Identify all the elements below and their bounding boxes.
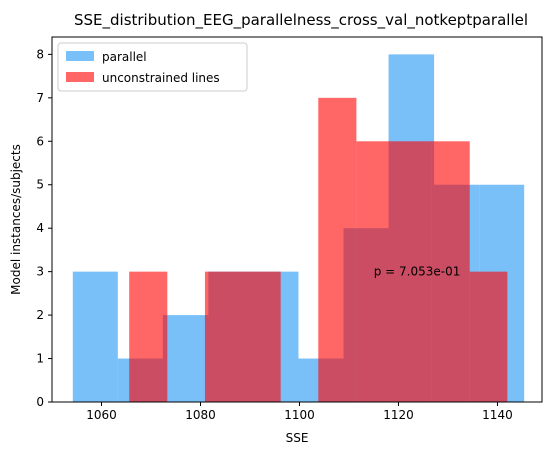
bar-unconstrained-lines-8 <box>394 141 432 403</box>
x-axis-label: SSE <box>286 431 309 445</box>
bars-group <box>72 54 525 403</box>
legend: parallel unconstrained lines <box>57 42 248 92</box>
legend-label-parallel: parallel <box>102 50 147 64</box>
bar-unconstrained-lines-3 <box>204 271 244 402</box>
bar-unconstrained-lines-7 <box>356 141 395 403</box>
y-tick-label: 4 <box>36 221 44 235</box>
x-tick-label: 1120 <box>383 408 414 422</box>
legend-label-unconstrained-lines: unconstrained lines <box>102 71 220 85</box>
p-value-annotation: p = 7.053e-01 <box>374 265 461 279</box>
legend-swatch-parallel <box>66 51 94 61</box>
legend-swatch-unconstrained-lines <box>66 72 94 82</box>
chart-title: SSE_distribution_EEG_parallelness_cross_… <box>74 11 528 30</box>
x-tick-label: 1100 <box>284 408 315 422</box>
y-tick-label: 6 <box>36 134 44 148</box>
bar-unconstrained-lines-6 <box>318 97 357 402</box>
y-tick-label: 8 <box>36 47 44 61</box>
y-tick-label: 7 <box>36 91 44 105</box>
plot-frame <box>51 36 543 403</box>
bar-unconstrained-lines-10 <box>469 271 508 402</box>
bar-unconstrained-lines-9 <box>431 141 470 403</box>
bar-parallel-2 <box>162 315 209 402</box>
y-axis-label: Model instances/subjects <box>9 144 23 295</box>
y-tick-label: 2 <box>36 308 44 322</box>
y-tick-label: 1 <box>36 352 44 366</box>
x-tick-label: 1140 <box>482 408 513 422</box>
x-axis: 1060 1080 1100 1120 1140 <box>86 402 513 422</box>
bar-parallel-0 <box>72 271 118 402</box>
y-tick-label: 5 <box>36 178 44 192</box>
y-tick-label: 3 <box>36 265 44 279</box>
y-tick-label: 0 <box>36 395 44 409</box>
y-axis: 0 1 2 3 4 5 6 7 8 <box>36 47 52 409</box>
bar-unconstrained-lines-4 <box>243 271 281 402</box>
x-tick-label: 1080 <box>185 408 216 422</box>
bar-unconstrained-lines-1 <box>129 271 168 402</box>
legend-box <box>57 42 248 92</box>
x-tick-label: 1060 <box>86 408 117 422</box>
